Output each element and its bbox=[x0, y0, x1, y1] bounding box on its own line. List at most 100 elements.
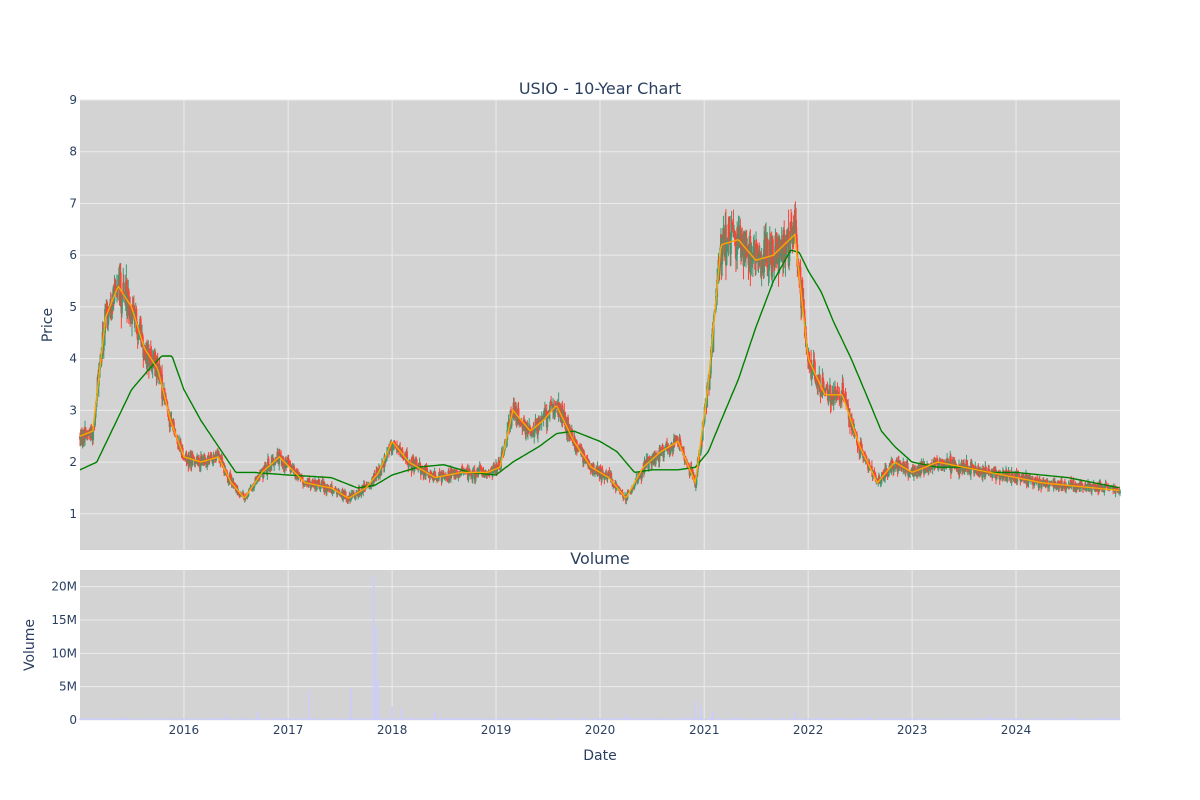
volume-bar bbox=[431, 718, 433, 720]
volume-bar bbox=[415, 718, 417, 720]
candle-body bbox=[725, 224, 727, 265]
candle-body bbox=[1038, 479, 1041, 488]
candle-body bbox=[978, 469, 981, 475]
candle-body bbox=[803, 308, 806, 318]
volume-bar bbox=[979, 718, 982, 720]
price-tick-label: 6 bbox=[69, 248, 77, 262]
candle-body bbox=[1095, 485, 1098, 490]
volume-bar bbox=[479, 718, 481, 720]
volume-bar bbox=[1067, 719, 1069, 720]
candle-body bbox=[151, 367, 153, 369]
volume-bar bbox=[218, 718, 220, 720]
volume-bar bbox=[544, 718, 546, 720]
volume-bar bbox=[665, 718, 667, 720]
volume-bar bbox=[645, 718, 648, 720]
volume-bar bbox=[378, 719, 380, 720]
candle-body bbox=[642, 469, 645, 472]
volume-bar bbox=[661, 718, 663, 720]
volume-bar bbox=[261, 718, 263, 720]
volume-bar bbox=[769, 719, 771, 720]
candle-body bbox=[674, 437, 677, 439]
candle-body bbox=[369, 485, 371, 489]
candle-body bbox=[1045, 481, 1047, 487]
volume-bar bbox=[224, 719, 226, 720]
candle-body bbox=[354, 493, 357, 500]
candle-body bbox=[555, 405, 558, 409]
candle-body bbox=[396, 450, 399, 453]
volume-bar bbox=[989, 716, 991, 720]
volume-bar bbox=[739, 718, 741, 720]
candle-body bbox=[207, 455, 210, 460]
volume-bar bbox=[869, 718, 871, 720]
candle-body bbox=[801, 279, 804, 303]
volume-bar bbox=[313, 718, 315, 720]
candle-body bbox=[988, 468, 990, 472]
volume-bar bbox=[527, 718, 530, 720]
candle-body bbox=[811, 370, 814, 374]
volume-tick-label: 20M bbox=[51, 580, 77, 594]
volume-bar bbox=[404, 718, 407, 720]
candle-body bbox=[699, 450, 702, 456]
volume-bar bbox=[713, 719, 715, 720]
volume-bar bbox=[655, 718, 657, 720]
candle-body bbox=[1107, 486, 1109, 490]
volume-bar bbox=[813, 718, 815, 720]
volume-bar bbox=[582, 718, 584, 720]
candle-body bbox=[671, 445, 673, 449]
candle-body bbox=[652, 454, 655, 465]
candle-body bbox=[708, 373, 711, 390]
volume-bar bbox=[209, 718, 211, 720]
volume-bar bbox=[839, 718, 841, 720]
volume-bar bbox=[144, 719, 146, 720]
volume-bar bbox=[732, 718, 734, 720]
volume-bar bbox=[447, 718, 449, 720]
volume-bar bbox=[229, 718, 231, 720]
volume-bar bbox=[844, 718, 846, 720]
volume-bar bbox=[692, 718, 695, 720]
candle-body bbox=[862, 455, 865, 459]
volume-bar bbox=[300, 718, 302, 720]
volume-bar bbox=[555, 719, 557, 720]
volume-bar bbox=[377, 680, 379, 720]
candle-body bbox=[990, 475, 992, 476]
volume-bar bbox=[1068, 719, 1070, 720]
volume-bar bbox=[1036, 718, 1038, 720]
volume-bar bbox=[1002, 718, 1004, 720]
candle-body bbox=[843, 394, 846, 402]
volume-bar bbox=[446, 718, 448, 720]
candle-body bbox=[260, 469, 262, 474]
candle-body bbox=[149, 352, 152, 355]
candle-body bbox=[194, 461, 197, 465]
volume-bar bbox=[80, 719, 82, 720]
candle-body bbox=[139, 318, 142, 338]
volume-bar bbox=[176, 718, 178, 720]
volume-bar bbox=[572, 718, 574, 720]
volume-bar bbox=[169, 718, 172, 720]
volume-bar bbox=[304, 718, 307, 720]
volume-bar bbox=[502, 718, 504, 720]
volume-bar bbox=[1005, 718, 1007, 720]
candle-body bbox=[191, 454, 194, 456]
candle-body bbox=[1095, 489, 1098, 490]
candle-body bbox=[1084, 485, 1087, 487]
candle-body bbox=[107, 306, 110, 317]
candle-body bbox=[189, 456, 192, 458]
volume-bar bbox=[148, 718, 150, 720]
volume-bar bbox=[217, 719, 220, 720]
candle-body bbox=[229, 473, 232, 477]
date-tick-label: 2017 bbox=[273, 723, 304, 737]
volume-bar bbox=[546, 719, 548, 720]
volume-bar bbox=[904, 718, 906, 720]
volume-bar bbox=[1042, 718, 1044, 720]
candle-body bbox=[480, 465, 482, 468]
volume-bar bbox=[579, 719, 581, 720]
candle-body bbox=[825, 387, 828, 391]
volume-bar bbox=[1014, 718, 1017, 720]
candle-body bbox=[788, 242, 791, 253]
volume-bar bbox=[528, 718, 530, 720]
volume-bar bbox=[750, 718, 753, 720]
candle-body bbox=[402, 457, 405, 459]
volume-bar bbox=[166, 718, 168, 720]
volume-bar bbox=[770, 718, 772, 720]
volume-bar bbox=[1041, 718, 1043, 720]
